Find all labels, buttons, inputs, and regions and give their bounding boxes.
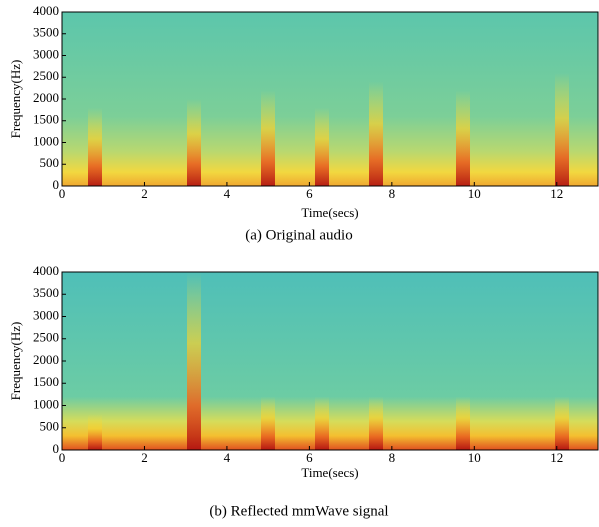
y-tick-label: 0 xyxy=(53,441,60,456)
y-tick-label: 4000 xyxy=(33,263,59,278)
y-tick-label: 3000 xyxy=(33,307,59,322)
y-tick-label: 3000 xyxy=(33,46,59,61)
y-tick-label: 3500 xyxy=(33,25,59,40)
x-tick-label: 12 xyxy=(550,186,563,201)
y-tick-label: 0 xyxy=(53,177,60,192)
y-tick-label: 2000 xyxy=(33,352,59,367)
y-tick-label: 1000 xyxy=(33,396,59,411)
energy-burst xyxy=(261,396,275,450)
energy-burst xyxy=(88,107,102,186)
energy-burst xyxy=(555,396,569,450)
y-axis-label: Frequency(Hz) xyxy=(8,60,23,139)
caption: (b) Reflected mmWave signal xyxy=(209,503,388,519)
x-tick-label: 0 xyxy=(59,450,66,465)
spectrogram: 0 2 4 6 8 10 12 0 500 1000 1500 2000 2500 3000 3500 400… xyxy=(8,3,599,243)
y-axis-label: Frequency(Hz) xyxy=(8,322,23,401)
x-tick-label: 12 xyxy=(550,450,563,465)
x-tick-label: 8 xyxy=(389,186,396,201)
energy-burst xyxy=(555,72,569,186)
energy-burst xyxy=(88,414,102,450)
x-tick-label: 4 xyxy=(224,450,231,465)
x-tick-label: 8 xyxy=(389,450,396,465)
x-axis-label: Time(secs) xyxy=(301,205,358,220)
x-tick-label: 6 xyxy=(306,186,313,201)
y-tick-label: 4000 xyxy=(33,3,59,18)
x-axis-label: Time(secs) xyxy=(301,465,358,480)
energy-burst xyxy=(456,90,470,186)
x-tick-label: 0 xyxy=(59,186,66,201)
energy-burst xyxy=(315,107,329,186)
y-tick-label: 2000 xyxy=(33,90,59,105)
energy-burst xyxy=(369,396,383,450)
spectrogram-background xyxy=(62,272,598,450)
y-tick-label: 1000 xyxy=(33,133,59,148)
x-tick-label: 10 xyxy=(468,450,481,465)
y-tick-label: 500 xyxy=(40,419,60,434)
caption: (a) Original audio xyxy=(245,227,352,243)
x-tick-label: 10 xyxy=(468,186,481,201)
y-tick-label: 1500 xyxy=(33,112,59,127)
energy-burst xyxy=(369,81,383,186)
y-tick-label: 1500 xyxy=(33,374,59,389)
spectrogram: 0 2 4 6 8 10 12 0 500 1000 1500 2000 2500 3000 3500 400… xyxy=(8,263,599,519)
energy-burst xyxy=(187,99,201,186)
x-tick-label: 2 xyxy=(141,450,148,465)
x-tick-label: 2 xyxy=(141,186,148,201)
energy-burst xyxy=(315,396,329,450)
spectrogram-background xyxy=(62,12,598,186)
y-tick-label: 500 xyxy=(40,155,60,170)
y-tick-label: 3500 xyxy=(33,285,59,300)
x-tick-label: 6 xyxy=(306,450,313,465)
energy-burst xyxy=(187,272,201,450)
x-tick-label: 4 xyxy=(224,186,231,201)
energy-burst xyxy=(456,396,470,450)
y-tick-label: 2500 xyxy=(33,68,59,83)
energy-burst xyxy=(261,90,275,186)
y-tick-label: 2500 xyxy=(33,330,59,345)
